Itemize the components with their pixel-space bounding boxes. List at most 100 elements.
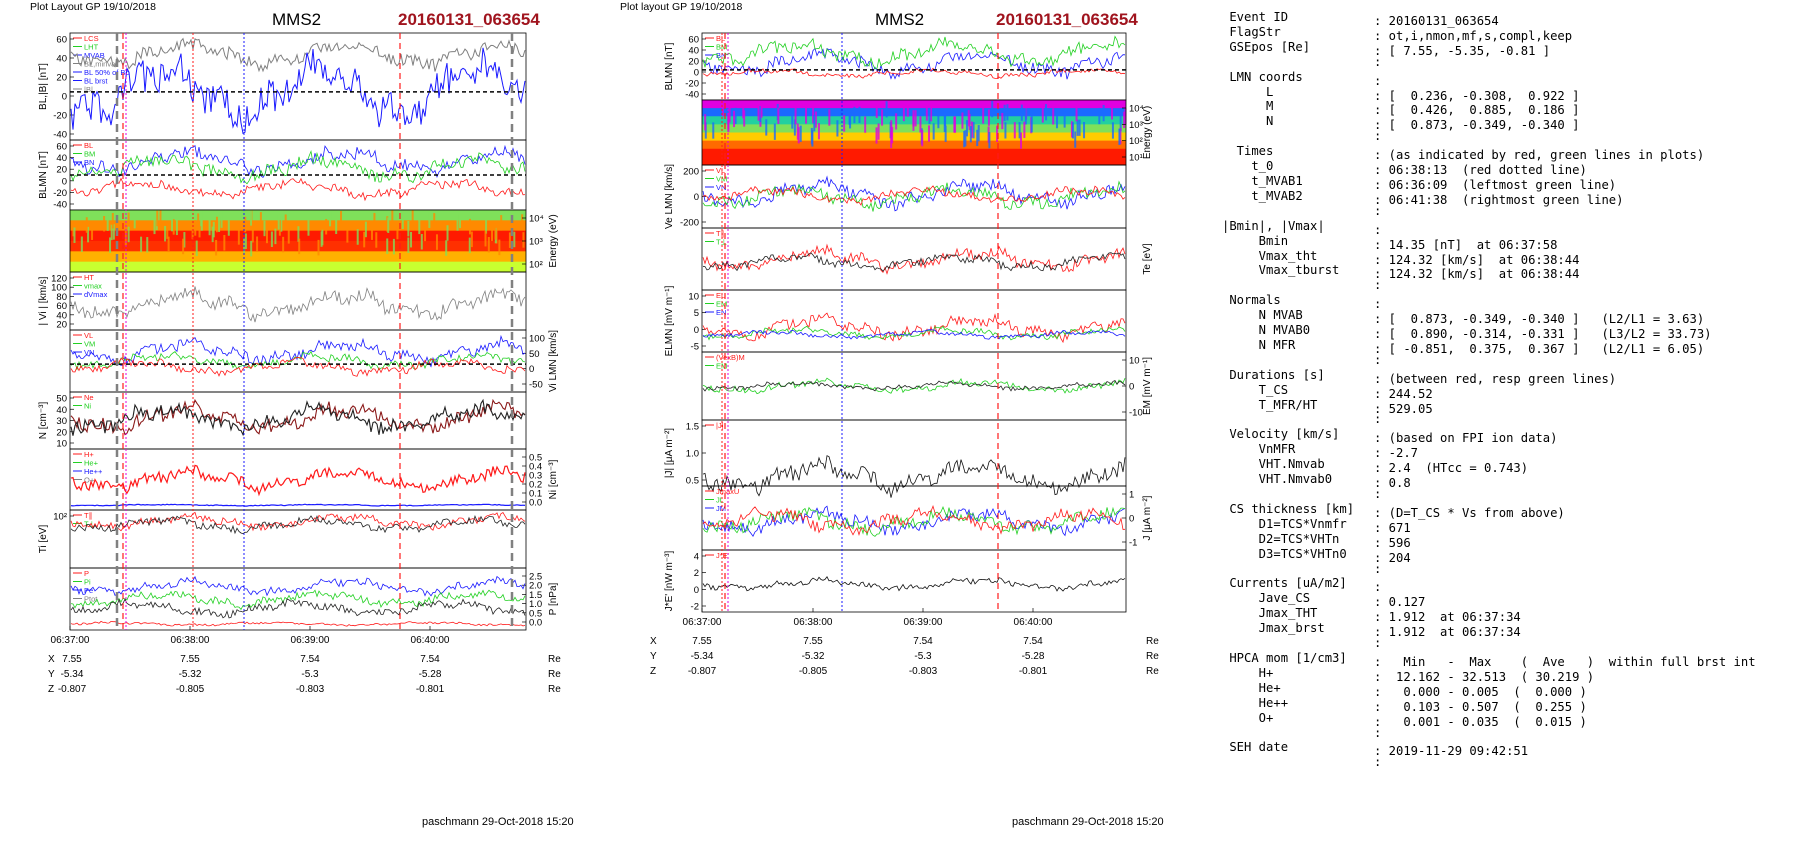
spectrogram-streak <box>1052 108 1055 125</box>
spectrogram-streak <box>298 238 301 255</box>
y-tick-label: 4 <box>694 552 699 563</box>
spectrogram-band <box>70 210 526 221</box>
y-tick-label: 40 <box>688 46 699 57</box>
report-value: : 529.05 <box>1374 401 1433 416</box>
report-row: SEH date: 2019-11-29 09:42:51 <box>1222 740 1797 758</box>
spectrogram-streak <box>485 218 488 234</box>
spectrogram-streak <box>278 220 281 236</box>
y-axis-label-right: EM [mV m⁻¹] <box>1142 357 1153 415</box>
panel-frame-e <box>701 289 1127 353</box>
y-axis-label-right: Vi LMN [km/s] <box>548 330 559 392</box>
y-axis-label-right: Energy (eV) <box>548 214 559 267</box>
report-value: : 06:36:09 (leftmost green line) <box>1374 177 1617 192</box>
report-value: : 124.32 [km/s] at 06:38:44 <box>1374 267 1580 282</box>
y-tick-label: 40 <box>56 405 67 416</box>
report-row: N MVAB0: [ 0.890, -0.314, -0.331 ] (L3/L… <box>1222 323 1797 341</box>
y-axis-label: BL,|B| [nT] <box>38 63 49 110</box>
event-report: Event ID: 20160131_063654 FlagStr: ot,i,… <box>1222 10 1797 800</box>
report-row: : <box>1222 204 1797 219</box>
legend-entry: BL,minvar <box>84 60 118 69</box>
spectrogram-streak <box>928 107 931 125</box>
spectrogram-streak <box>307 220 310 236</box>
orbit-row-label: Y <box>48 669 55 680</box>
orbit-value: 7.55 <box>180 654 200 665</box>
orbit-unit: Re <box>548 684 561 695</box>
trace-jlmn <box>702 506 1126 537</box>
spectrogram-streak <box>87 226 90 243</box>
spectrogram-streak <box>765 119 768 136</box>
trace-vlmn <box>70 356 526 377</box>
report-key: H+ <box>1222 665 1274 680</box>
spectrogram-streak <box>712 122 715 139</box>
spectrogram-streak <box>110 224 113 241</box>
spectrogram-streak <box>396 223 399 240</box>
report-value: : <box>1374 487 1382 501</box>
spectrogram-band <box>702 140 1126 150</box>
trace-vlmn <box>70 334 526 368</box>
x-tick-label: 06:39:00 <box>904 617 943 628</box>
report-row: Jmax_THT: 1.912 at 06:37:34 <box>1222 606 1797 624</box>
y-tick-label: 50 <box>56 394 67 405</box>
spectrogram-streak <box>743 110 746 127</box>
report-value: : (as indicated by red, green lines in p… <box>1374 148 1705 163</box>
trace-te <box>702 252 1126 272</box>
spectrogram-streak <box>375 232 378 248</box>
left-plot-figure: Plot Layout GP 19/10/2018 MMS2 20160131_06… <box>30 1 561 695</box>
y-tick-label-right: 1 <box>1129 490 1134 501</box>
spectrogram-streak <box>111 212 114 229</box>
spectrogram-streak <box>133 212 136 229</box>
spectrogram-streak <box>1003 104 1006 122</box>
trace-blmn <box>70 177 526 202</box>
spectrogram-streak <box>928 125 931 142</box>
spectrogram-streak <box>757 104 760 121</box>
event-label: 20160131_063654 <box>996 10 1138 29</box>
legend-entry: vmax <box>84 282 102 291</box>
y-tick-label-right: 1.0 <box>529 599 542 610</box>
orbit-value: -0.807 <box>58 684 87 695</box>
spectrogram-streak <box>491 225 494 241</box>
orbit-value: 7.54 <box>1023 636 1043 647</box>
legend-entry: BN <box>716 51 726 60</box>
report-row: : <box>1222 562 1797 577</box>
trace-e <box>702 329 1126 340</box>
legend-entry: MVAB <box>84 51 105 60</box>
y-tick-label: 20 <box>56 320 67 331</box>
y-tick-label-right: 0.5 <box>529 453 542 464</box>
y-tick-label: 0 <box>62 176 67 187</box>
report-value: : 124.32 [km/s] at 06:38:44 <box>1374 252 1580 267</box>
report-key: He+ <box>1222 680 1281 695</box>
y-tick-label: -20 <box>685 79 699 90</box>
spacecraft-label: MMS2 <box>875 10 924 29</box>
y-axis-label-right: Energy (eV) <box>1142 106 1153 159</box>
y-tick-label: -20 <box>53 111 67 122</box>
trace-blmn <box>702 35 1126 70</box>
spectrogram-streak <box>386 238 389 254</box>
legend-entry: |B| <box>84 85 93 94</box>
right-plot-figure: Plot layout GP 19/10/2018 MMS2 20160131_06… <box>620 1 1159 677</box>
y-tick-label: -2 <box>691 602 699 613</box>
orbit-row-label: X <box>48 654 55 665</box>
report-row: T_CS: 244.52 <box>1222 383 1797 401</box>
y-tick-label-right: 10³ <box>529 237 543 248</box>
legend-entry: Ni <box>84 402 91 411</box>
spectrogram-streak <box>237 229 240 245</box>
y-tick-label: 100 <box>51 283 67 294</box>
report-value: : <box>1374 636 1382 651</box>
y-tick-label-right: 100 <box>529 334 545 345</box>
y-tick-label: 2 <box>694 568 699 579</box>
y-tick-label: 1.5 <box>686 422 699 433</box>
spectrogram-streak <box>407 237 410 253</box>
report-row: GSEpos [Re]: [ 7.55, -5.35, -0.81 ] <box>1222 40 1797 58</box>
report-row: N MVAB: [ 0.873, -0.349, -0.340 ] (L2/L1… <box>1222 308 1797 326</box>
legend-entry: BL 50% of Bc <box>84 68 129 77</box>
spectrogram-streak <box>433 213 436 229</box>
spectrogram-streak <box>251 226 254 243</box>
spectrogram-streak <box>487 237 490 253</box>
y-tick-label-right: 0 <box>1129 382 1134 393</box>
spectrogram-streak <box>794 108 797 125</box>
spectrogram-streak <box>521 214 524 230</box>
report-key: Vmax_tht <box>1222 248 1318 263</box>
spectrogram-streak <box>1063 111 1066 128</box>
orbit-row-label: Y <box>650 651 657 662</box>
spectrogram-streak <box>902 104 905 122</box>
